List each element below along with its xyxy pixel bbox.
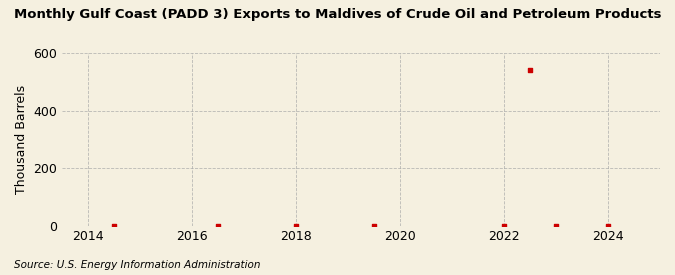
Point — [524, 68, 535, 73]
Point — [551, 224, 562, 228]
Point — [499, 224, 510, 228]
Text: Monthly Gulf Coast (PADD 3) Exports to Maldives of Crude Oil and Petroleum Produ: Monthly Gulf Coast (PADD 3) Exports to M… — [14, 8, 662, 21]
Point — [369, 224, 379, 228]
Point — [109, 224, 119, 228]
Text: Source: U.S. Energy Information Administration: Source: U.S. Energy Information Administ… — [14, 260, 260, 270]
Point — [291, 224, 302, 228]
Point — [213, 224, 223, 228]
Point — [603, 224, 614, 228]
Y-axis label: Thousand Barrels: Thousand Barrels — [15, 85, 28, 194]
